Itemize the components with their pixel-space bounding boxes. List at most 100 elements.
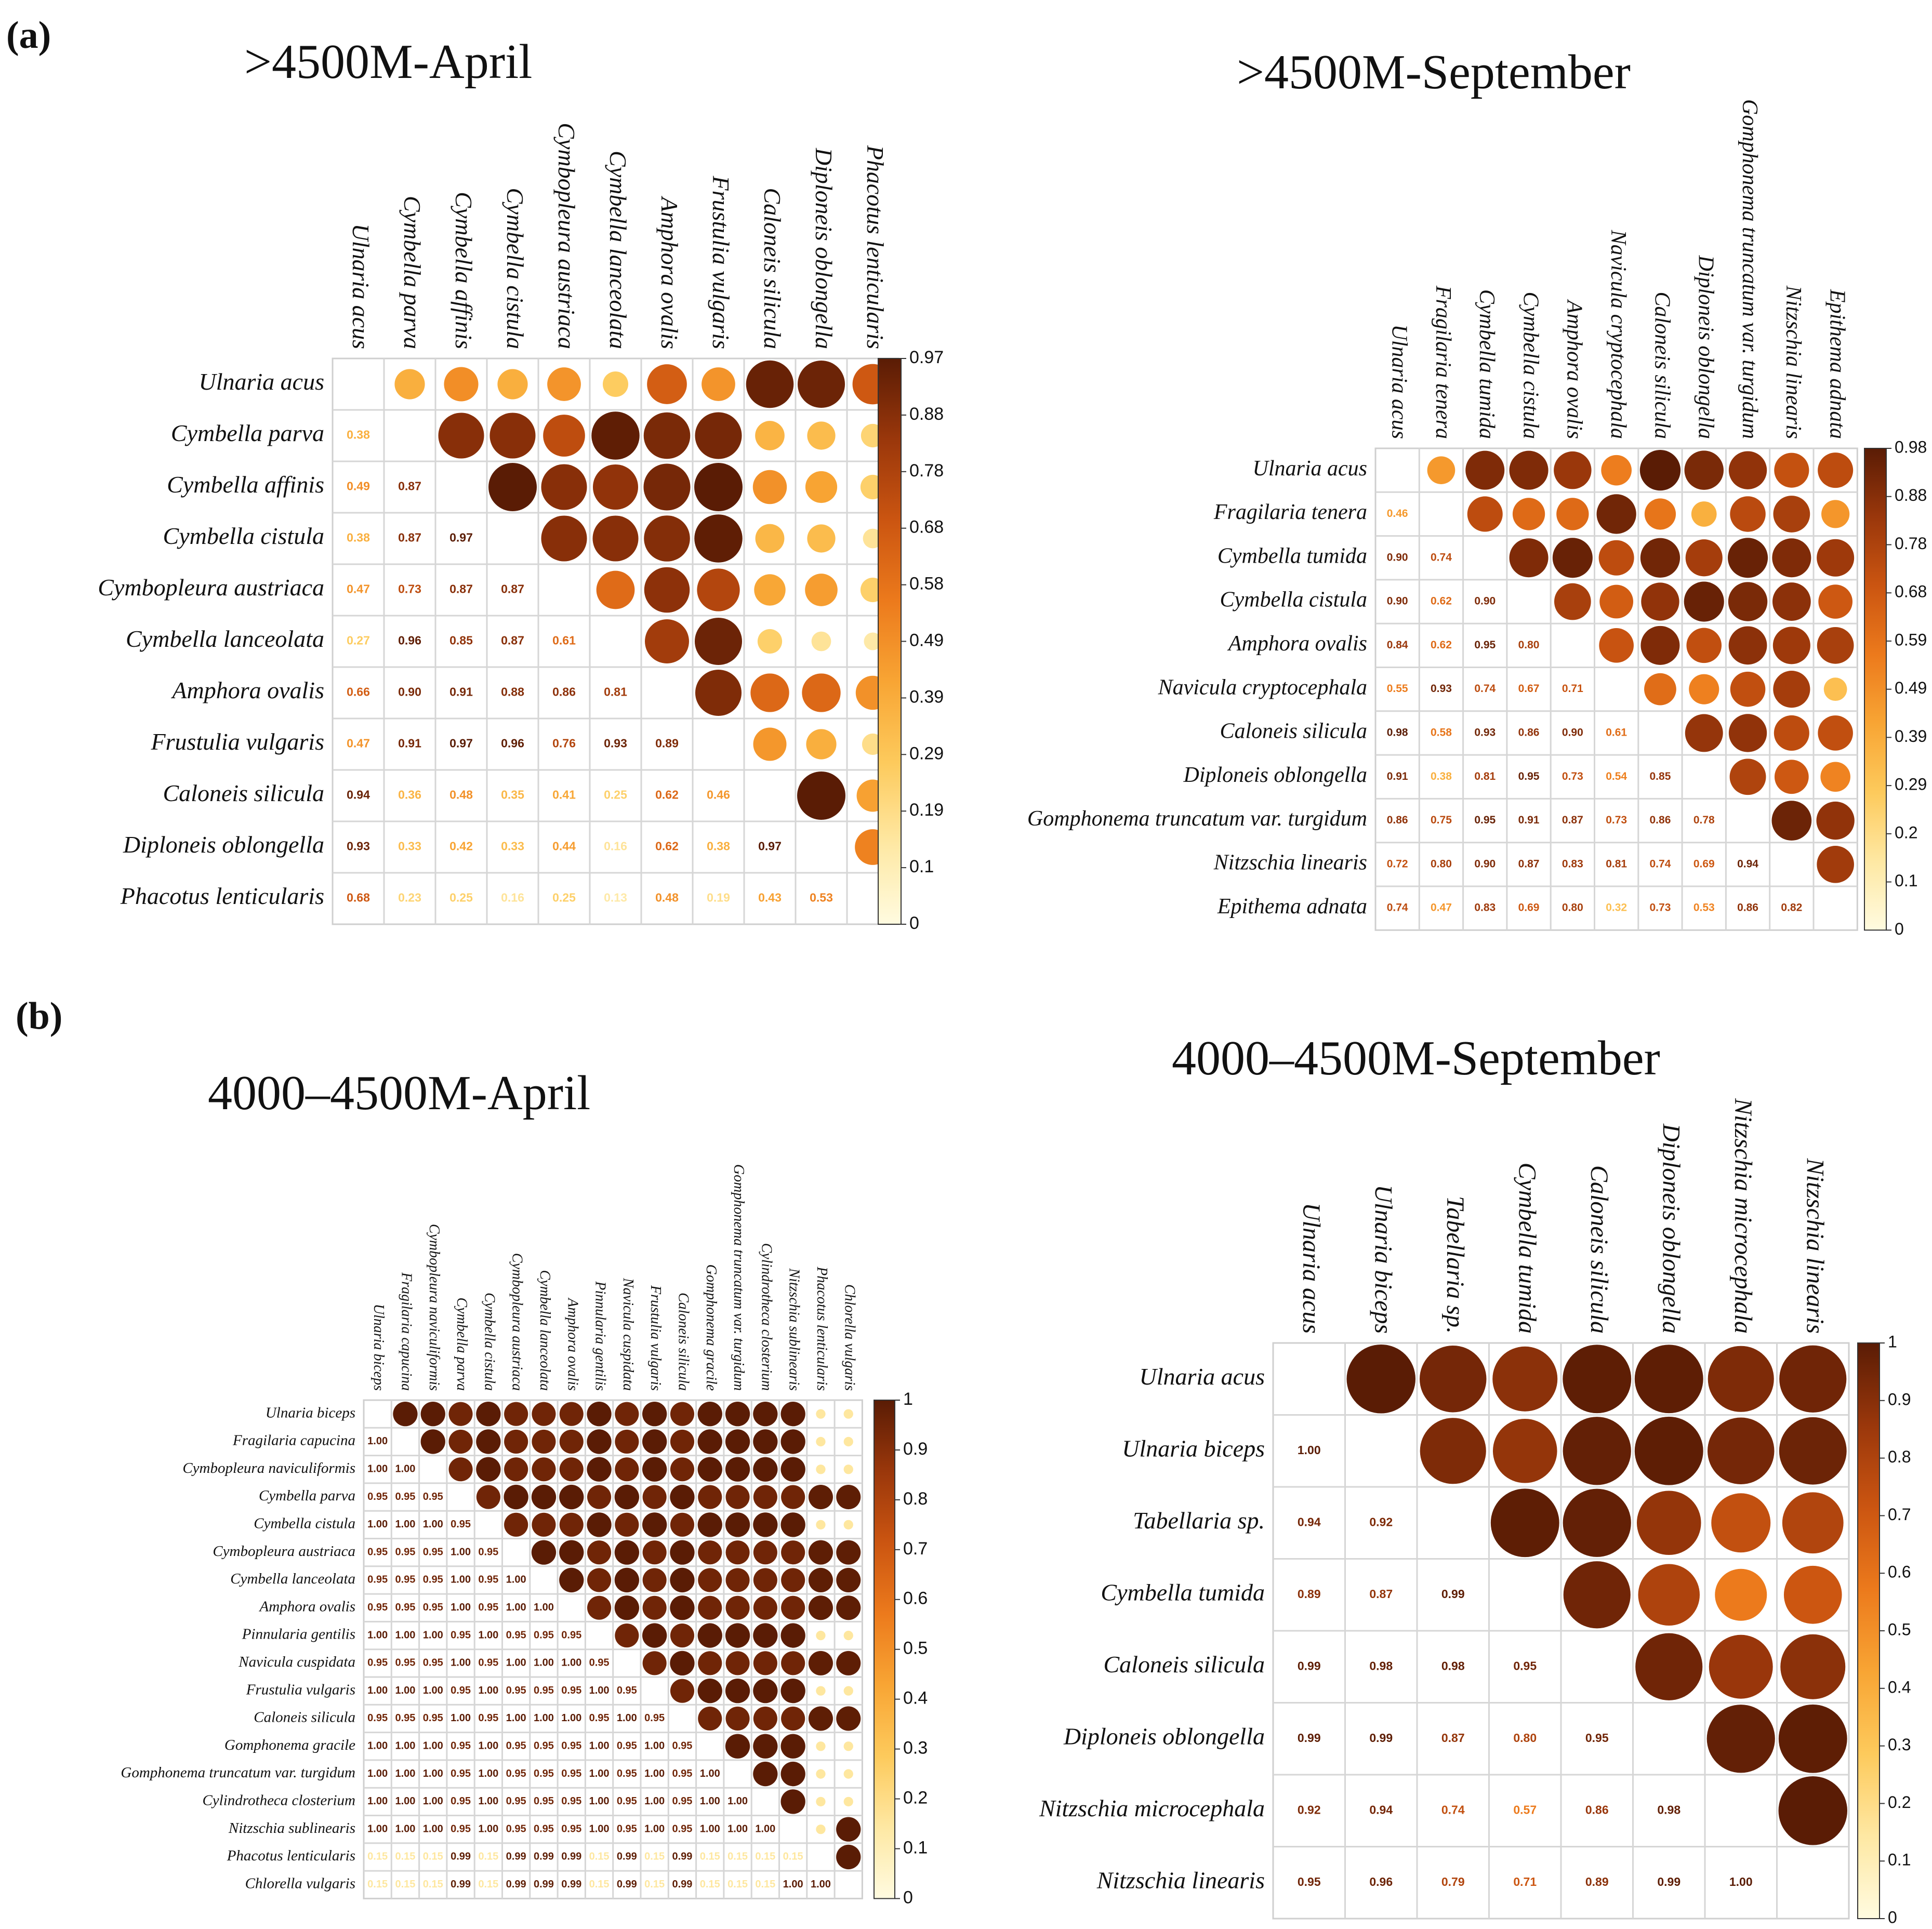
correlation-value: 1.00 — [423, 1768, 443, 1779]
correlation-circle — [753, 1402, 778, 1427]
correlation-value: 0.94 — [1298, 1515, 1321, 1528]
row-label: Gomphonema truncatum var. turgidum — [1027, 807, 1367, 831]
row-label: Diploneis oblongella — [1183, 763, 1367, 787]
correlation-value: 0.69 — [1518, 902, 1540, 914]
correlation-value: 0.76 — [552, 737, 576, 750]
colorbar-tick-label: 0.9 — [1888, 1390, 1911, 1408]
correlation-circle — [698, 1651, 722, 1675]
correlation-value: 0.95 — [672, 1795, 692, 1807]
correlation-circle — [1728, 714, 1767, 752]
correlation-circle — [394, 369, 425, 400]
correlation-circle — [694, 617, 743, 666]
correlation-value: 1.00 — [478, 1795, 498, 1807]
correlation-value: 0.83 — [1562, 858, 1583, 870]
correlation-value: 0.15 — [367, 1851, 388, 1863]
panel-b-label: (b) — [16, 995, 62, 1037]
correlation-value: 0.15 — [700, 1879, 720, 1890]
colorbar-tick-label: 0.5 — [903, 1639, 928, 1658]
column-label: Diploneis oblongella — [1658, 1123, 1685, 1334]
correlation-circle — [843, 1436, 853, 1447]
correlation-value: 0.95 — [534, 1795, 554, 1807]
column-label: Frustulia vulgaris — [708, 175, 734, 349]
column-label: Cymbopleura austriaca — [553, 123, 580, 349]
correlation-value: 0.97 — [449, 737, 473, 750]
correlation-value: 1.00 — [395, 1629, 415, 1641]
correlation-value: 0.93 — [604, 737, 627, 750]
row-label: Nitzschia linearis — [1096, 1867, 1265, 1893]
correlation-value: 1.00 — [478, 1629, 498, 1641]
correlation-value: 0.15 — [478, 1851, 498, 1863]
column-label: Cymbopleura austriaca — [509, 1253, 525, 1391]
correlation-circle — [1598, 540, 1634, 576]
correlation-circle — [645, 619, 689, 663]
correlation-circle — [780, 1623, 805, 1648]
correlation-circle — [1599, 584, 1634, 619]
correlation-circle — [1730, 671, 1766, 707]
correlation-value: 0.15 — [478, 1879, 498, 1890]
correlation-circle — [780, 1402, 805, 1427]
correlation-circle — [476, 1402, 501, 1427]
row-label: Pinnularia gentilis — [242, 1626, 355, 1643]
correlation-circle — [1639, 450, 1681, 491]
correlation-value: 1.00 — [423, 1740, 443, 1752]
correlation-circle — [816, 1797, 826, 1807]
correlation-value: 0.95 — [423, 1546, 443, 1558]
correlation-circle — [587, 1457, 612, 1482]
correlation-value: 0.96 — [501, 737, 524, 750]
correlation-value: 0.94 — [1369, 1803, 1393, 1816]
correlation-value: 0.95 — [534, 1823, 554, 1834]
correlation-value: 0.98 — [1657, 1803, 1680, 1816]
correlation-circle — [1601, 455, 1632, 486]
correlation-circle — [642, 1540, 667, 1565]
colorbar-tick-label: 0.1 — [903, 1838, 928, 1857]
correlation-value: 0.90 — [1562, 726, 1583, 738]
correlation-value: 0.83 — [1474, 902, 1496, 914]
correlation-value: 0.99 — [672, 1851, 692, 1863]
correlation-circle — [1773, 671, 1810, 708]
correlation-value: 0.69 — [1693, 858, 1715, 870]
correlation-circle — [1774, 715, 1809, 751]
correlation-circle — [1635, 1633, 1703, 1700]
correlation-circle — [1689, 674, 1719, 704]
correlation-circle — [816, 1409, 826, 1419]
correlation-value: 0.16 — [501, 891, 524, 904]
correlation-circle — [587, 1540, 612, 1565]
correlation-value: 0.95 — [478, 1546, 498, 1558]
correlation-value: 0.15 — [395, 1879, 415, 1890]
correlation-circle — [752, 470, 787, 504]
correlation-circle — [532, 1429, 556, 1454]
correlation-circle — [753, 1595, 777, 1620]
correlation-value: 1.00 — [367, 1435, 388, 1447]
correlation-value: 0.46 — [707, 788, 730, 802]
correlation-circle — [725, 1457, 750, 1482]
correlation-circle — [1715, 1568, 1767, 1621]
row-label: Cymbella tumida — [1218, 544, 1367, 568]
correlation-circle — [615, 1623, 639, 1648]
correlation-circle — [1644, 673, 1676, 706]
correlation-value: 1.00 — [506, 1574, 526, 1586]
correlation-value: 0.44 — [552, 840, 576, 853]
colorbar-tick-label: 1 — [903, 1389, 913, 1409]
colorbar-tick-label: 0.2 — [1888, 1793, 1911, 1812]
correlation-value: 0.15 — [644, 1879, 665, 1890]
correlation-circle — [587, 1595, 612, 1620]
correlation-value: 0.74 — [1441, 1803, 1465, 1816]
correlation-circle — [1817, 627, 1854, 664]
correlation-circle — [532, 1402, 556, 1426]
correlation-circle — [420, 1402, 445, 1427]
correlation-value: 0.15 — [589, 1879, 610, 1890]
correlation-value: 0.80 — [1518, 639, 1540, 651]
correlation-circle — [1634, 1416, 1703, 1485]
correlation-circle — [448, 1402, 473, 1426]
correlation-value: 0.73 — [1562, 770, 1583, 782]
correlation-circle — [697, 1429, 722, 1454]
correlation-circle — [816, 1741, 826, 1751]
correlation-value: 0.95 — [367, 1602, 388, 1613]
colorbar-tick-label: 0.88 — [1895, 486, 1927, 504]
correlation-circle — [670, 1623, 695, 1648]
column-label: Caloneis silicula — [1650, 292, 1674, 440]
correlation-circle — [1728, 538, 1768, 578]
correlation-circle — [1596, 494, 1636, 534]
correlation-circle — [1641, 582, 1679, 621]
correlation-value: 1.00 — [700, 1795, 720, 1807]
